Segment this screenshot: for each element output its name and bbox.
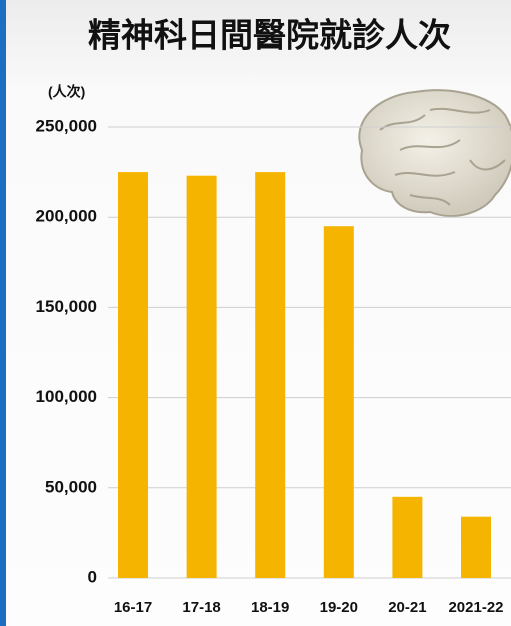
y-tick-label: 0 (88, 567, 97, 586)
bar (461, 516, 491, 578)
bar (118, 172, 148, 578)
x-tick-label: 19-20 (320, 599, 358, 616)
y-tick-label: 150,000 (36, 297, 97, 316)
side-stripe (0, 0, 6, 626)
y-axis-label: (人次) (48, 84, 85, 100)
x-tick-label: 20-21 (388, 599, 426, 616)
bar (186, 175, 217, 578)
bar (255, 172, 286, 578)
x-tick-label: 18-19 (251, 599, 289, 616)
chart-title: 精神科日間醫院就診人次 (88, 17, 451, 54)
y-tick-label: 250,000 (36, 116, 97, 135)
y-tick-label: 200,000 (36, 207, 97, 226)
x-tick-label: 16-17 (114, 599, 152, 616)
x-tick-label: 2021-22 (448, 599, 503, 616)
brain-illustration (358, 89, 511, 217)
y-tick-label: 100,000 (36, 387, 97, 406)
bar (323, 226, 354, 578)
bar (392, 496, 423, 578)
y-tick-label: 50,000 (45, 477, 97, 496)
x-tick-label: 17-18 (182, 599, 220, 616)
